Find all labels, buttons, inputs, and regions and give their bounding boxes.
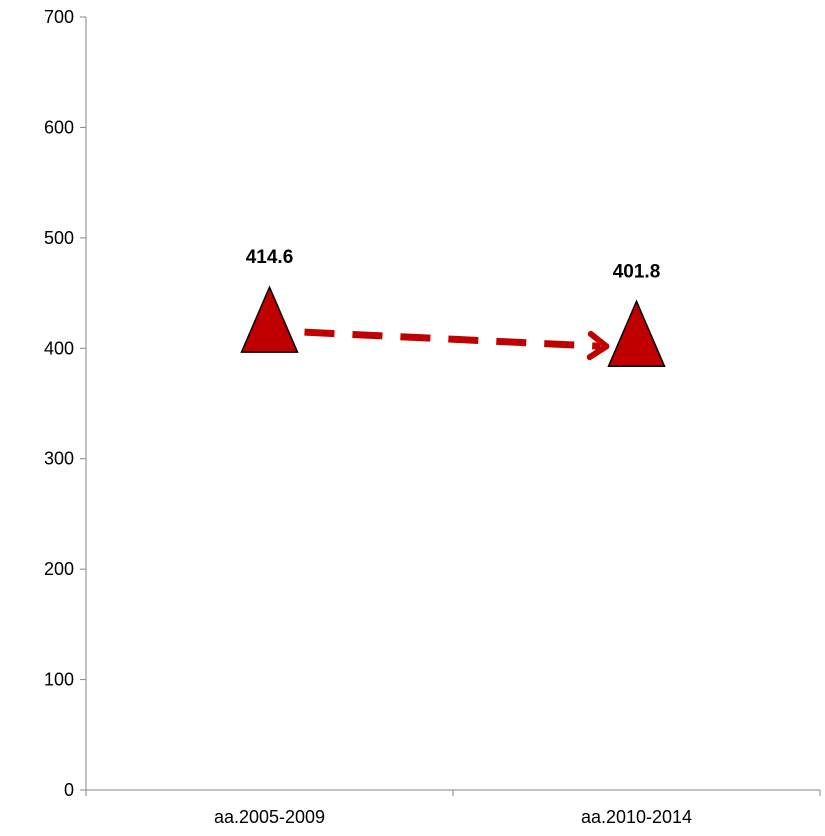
data-label: 414.6	[246, 247, 294, 268]
trend-arrow	[304, 328, 610, 361]
triangle-marker	[607, 299, 666, 368]
y-tick-label: 500	[44, 228, 74, 248]
x-tick-label: aa.2005-2009	[214, 807, 325, 827]
y-tick-label: 0	[64, 780, 74, 800]
x-tick-label: aa.2010-2014	[581, 807, 692, 827]
x-axis-ticks: aa.2005-2009 aa.2010-2014	[85, 790, 821, 827]
y-tick-label: 200	[44, 559, 74, 579]
trend-arrow-line	[304, 328, 601, 350]
y-tick-label: 100	[44, 670, 74, 690]
data-label: 401.8	[613, 261, 661, 282]
y-tick-label: 700	[44, 7, 74, 27]
trend-arrow-head	[586, 330, 610, 361]
y-axis-ticks: 0 100 200 300 400 500 600 700	[44, 7, 86, 800]
y-tick-label: 600	[44, 117, 74, 137]
data-labels: 414.6 401.8	[246, 247, 661, 282]
y-tick-label: 300	[44, 449, 74, 469]
data-markers	[240, 285, 666, 368]
y-tick-label: 400	[44, 338, 74, 358]
triangle-marker	[240, 285, 299, 353]
